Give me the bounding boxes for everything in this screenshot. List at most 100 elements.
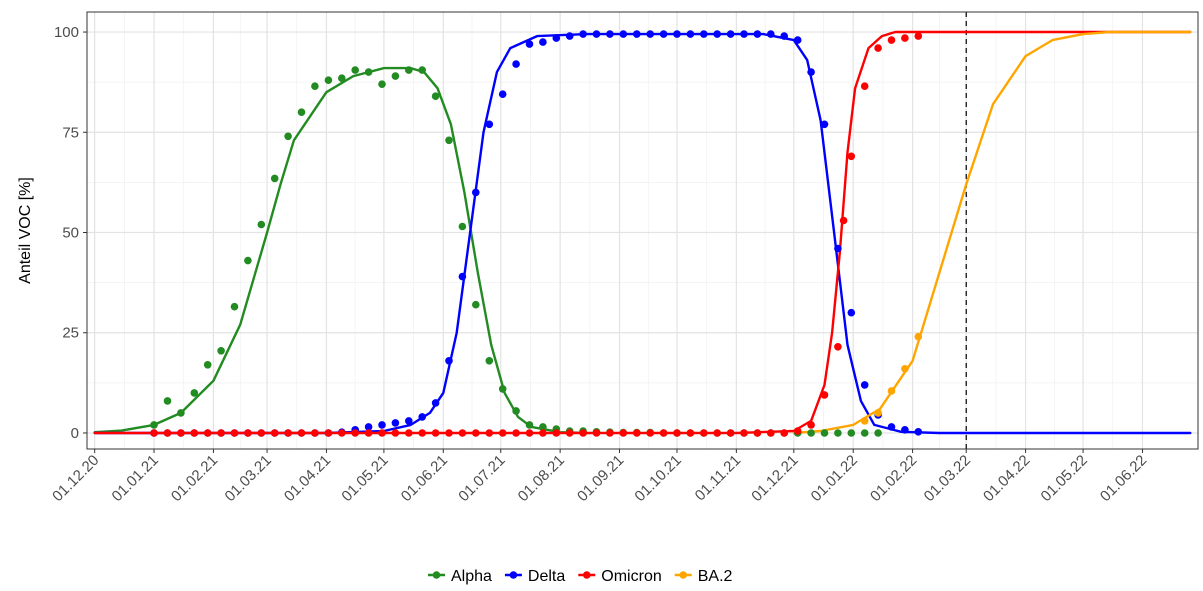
point-delta [901, 426, 909, 434]
point-alpha [230, 302, 239, 311]
point-omicron [311, 429, 319, 437]
point-delta [579, 30, 587, 38]
point-omicron [646, 429, 654, 437]
point-ba2 [887, 387, 896, 395]
point-omicron [177, 429, 185, 437]
point-delta [780, 32, 788, 40]
point-alpha [458, 222, 467, 231]
point-omicron [512, 429, 520, 437]
point-omicron [364, 429, 373, 437]
point-omicron [230, 429, 239, 437]
plot-panel [87, 12, 1198, 449]
point-omicron [579, 429, 587, 437]
point-omicron [217, 429, 225, 437]
legend-label: BA.2 [698, 568, 733, 585]
point-delta [565, 32, 574, 40]
point-alpha [351, 66, 360, 74]
point-delta [700, 30, 708, 38]
y-tick-label: 100 [54, 24, 79, 41]
y-tick-label: 25 [62, 325, 79, 342]
point-omicron [753, 429, 762, 437]
point-omicron [839, 216, 848, 225]
point-omicron [834, 343, 842, 351]
point-omicron [700, 429, 708, 437]
legend-label: Delta [528, 568, 565, 585]
point-omicron [860, 82, 869, 90]
point-omicron [378, 429, 386, 437]
point-delta [860, 381, 869, 389]
y-tick-label: 75 [62, 124, 79, 141]
curve-ba2 [792, 30, 1192, 435]
point-delta [740, 30, 748, 38]
point-delta [807, 68, 815, 76]
point-delta [659, 30, 668, 38]
point-delta [713, 30, 721, 38]
point-alpha [338, 74, 346, 82]
point-alpha [847, 429, 856, 437]
point-alpha [391, 72, 400, 80]
point-delta [539, 38, 547, 46]
point-alpha [834, 429, 842, 437]
point-omicron [606, 429, 614, 437]
point-delta [445, 357, 453, 365]
point-alpha [405, 66, 413, 74]
point-delta [592, 30, 601, 38]
point-omicron [190, 429, 199, 437]
point-delta [847, 308, 856, 317]
point-ba2 [914, 332, 923, 341]
point-omicron [391, 429, 400, 437]
point-omicron [686, 429, 695, 437]
point-delta [820, 120, 829, 129]
point-delta [767, 30, 775, 38]
point-omicron [793, 427, 802, 435]
point-ba2 [874, 409, 882, 417]
y-tick-label: 0 [71, 425, 79, 442]
point-omicron [847, 152, 856, 161]
point-omicron [539, 429, 547, 437]
point-omicron [820, 391, 829, 399]
point-alpha [874, 429, 882, 437]
point-omicron [767, 429, 775, 437]
point-omicron [619, 429, 628, 437]
point-alpha [177, 409, 185, 417]
point-alpha [217, 347, 225, 355]
point-delta [646, 30, 654, 38]
legend-key-point [509, 571, 518, 579]
point-alpha [539, 423, 547, 431]
point-omicron [244, 429, 252, 437]
point-ba2 [860, 417, 869, 425]
point-alpha [445, 136, 453, 145]
point-alpha [324, 76, 333, 84]
point-delta [887, 423, 896, 431]
point-delta [458, 272, 467, 281]
point-omicron [659, 429, 668, 437]
point-omicron [713, 429, 721, 437]
fitted-curves [93, 30, 1192, 435]
point-alpha [150, 421, 158, 429]
point-alpha [860, 429, 869, 437]
grid [87, 12, 1198, 449]
point-omicron [431, 429, 440, 437]
legend-key-point [582, 571, 591, 579]
point-alpha [498, 385, 507, 393]
point-delta [552, 34, 561, 42]
point-omicron [552, 429, 561, 437]
curve-delta [93, 32, 1192, 435]
legend-label: Alpha [451, 568, 492, 585]
y-tick-label: 50 [62, 225, 79, 242]
point-alpha [431, 92, 440, 100]
point-alpha [378, 80, 386, 88]
point-omicron [740, 429, 748, 437]
point-alpha [820, 429, 829, 437]
point-delta [753, 30, 762, 38]
point-omicron [780, 429, 788, 437]
point-omicron [163, 429, 172, 437]
y-axis-title: Anteil VOC [%] [17, 177, 34, 284]
point-omicron [901, 34, 909, 42]
point-delta [834, 244, 842, 253]
point-omicron [405, 429, 413, 437]
observed-points [150, 30, 923, 437]
point-omicron [270, 429, 279, 437]
point-alpha [244, 256, 252, 265]
point-omicron [297, 429, 306, 437]
